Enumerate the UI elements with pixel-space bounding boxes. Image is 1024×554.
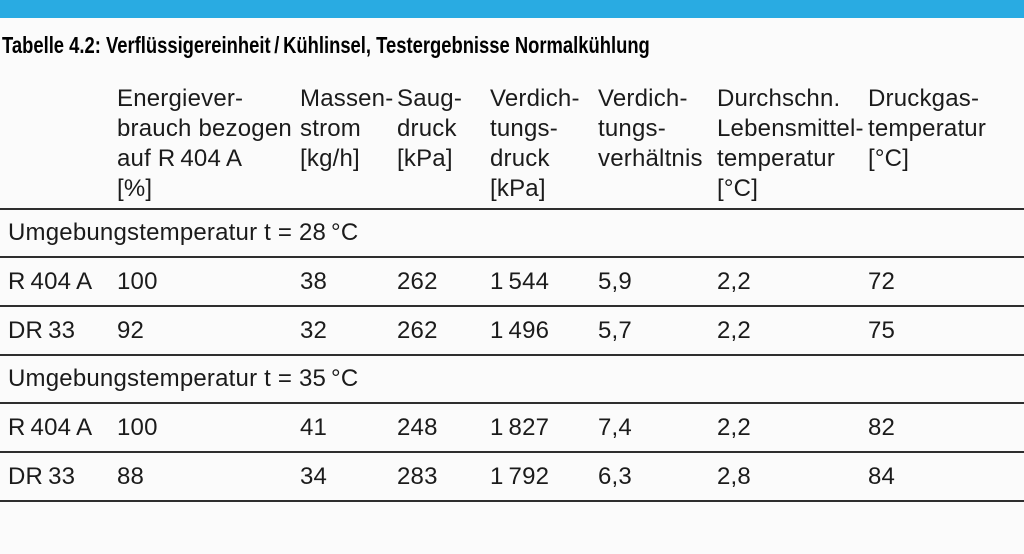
- column-header-massflow: Massen- strom [kg/h]: [300, 85, 394, 172]
- section-header-label: Umgebungstemperatur t = 28 °C: [0, 208, 1024, 258]
- table-cell: 92: [117, 306, 300, 356]
- table-cell: 283: [397, 452, 490, 502]
- table-row-dr33-28c: DR 33 92 32 262 1 496 5,7 2,2 75: [0, 306, 1024, 356]
- table-cell: 84: [868, 452, 1024, 502]
- table-cell: 6,3: [598, 452, 717, 502]
- table-cell: 1 496: [490, 306, 598, 356]
- column-header-suction: Saug- druck [kPa]: [397, 85, 463, 172]
- table-cell: 2,2: [717, 306, 868, 356]
- table-cell: 88: [117, 452, 300, 502]
- table-row-dr33-35c: DR 33 88 34 283 1 792 6,3 2,8 84: [0, 452, 1024, 502]
- section-header-row-35c: Umgebungstemperatur t = 35 °C: [0, 354, 1024, 404]
- accent-bar: [0, 0, 1024, 18]
- table-cell: 1 827: [490, 403, 598, 453]
- row-label: DR 33: [0, 452, 117, 502]
- table-cell: 262: [397, 306, 490, 356]
- table-cell: 1 792: [490, 452, 598, 502]
- column-header-food-temp: Durchschn. Lebensmittel- temperatur [°C]: [717, 85, 864, 202]
- table-cell: 5,7: [598, 306, 717, 356]
- table-cell: 75: [868, 306, 1024, 356]
- table-cell: 2,2: [717, 403, 868, 453]
- row-label: R 404 A: [0, 403, 117, 453]
- table-row-r404a-35c: R 404 A 100 41 248 1 827 7,4 2,2 82: [0, 403, 1024, 453]
- table-caption: Tabelle 4.2: Verflüssigereinheit / Kühli…: [2, 32, 650, 58]
- row-label: DR 33: [0, 306, 117, 356]
- table-cell: 100: [117, 403, 300, 453]
- table-cell: 248: [397, 403, 490, 453]
- table-cell: 2,2: [717, 257, 868, 307]
- table-cell: 72: [868, 257, 1024, 307]
- table-cell: 262: [397, 257, 490, 307]
- table-cell: 1 544: [490, 257, 598, 307]
- column-header-energy: Energiever- brauch bezogen auf R 404 A […: [117, 85, 292, 202]
- row-label: R 404 A: [0, 257, 117, 307]
- table-cell: 41: [300, 403, 397, 453]
- table-cell: 38: [300, 257, 397, 307]
- table-cell: 32: [300, 306, 397, 356]
- table-header: Energiever- brauch bezogen auf R 404 A […: [0, 82, 1024, 209]
- table-cell: 34: [300, 452, 397, 502]
- section-header-row-28c: Umgebungstemperatur t = 28 °C: [0, 208, 1024, 258]
- table-cell: 82: [868, 403, 1024, 453]
- results-table: Energiever- brauch bezogen auf R 404 A […: [0, 82, 1024, 502]
- table-row-r404a-28c: R 404 A 100 38 262 1 544 5,9 2,2 72: [0, 257, 1024, 307]
- column-header-gas-temp: Druckgas- temperatur [°C]: [868, 85, 987, 172]
- section-header-label: Umgebungstemperatur t = 35 °C: [0, 354, 1024, 404]
- column-header-discharge-pressure: Verdich- tungs- druck [kPa]: [490, 85, 580, 202]
- column-header-compression-ratio: Verdich- tungs- verhältnis: [598, 85, 703, 172]
- table-cell: 5,9: [598, 257, 717, 307]
- table-cell: 2,8: [717, 452, 868, 502]
- column-header-rowlabel: [0, 82, 117, 209]
- table-cell: 7,4: [598, 403, 717, 453]
- table-cell: 100: [117, 257, 300, 307]
